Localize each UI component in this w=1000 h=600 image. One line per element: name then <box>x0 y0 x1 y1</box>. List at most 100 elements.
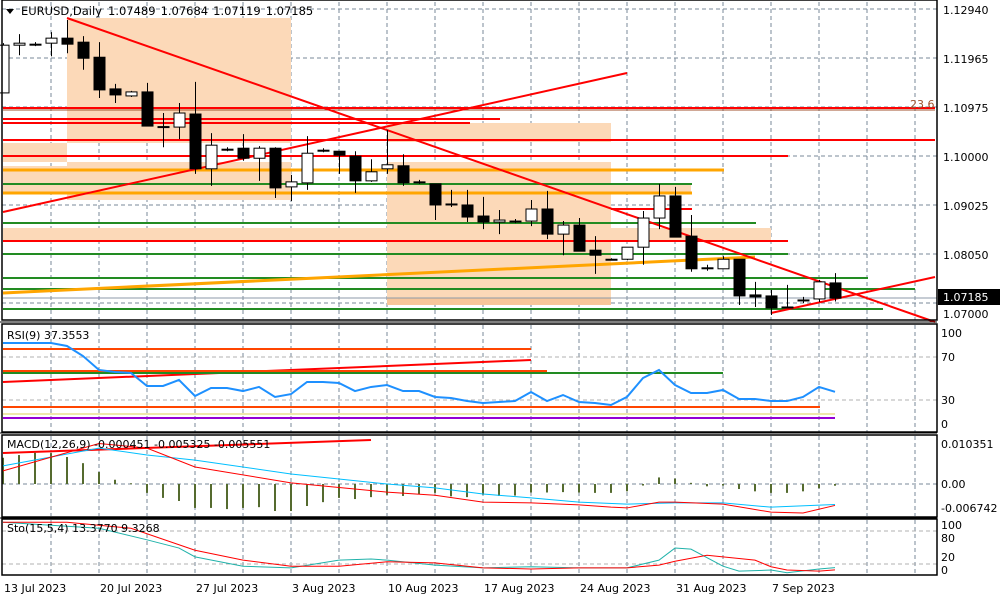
macd-histogram-bar <box>770 484 772 493</box>
bullish-candle <box>557 224 570 235</box>
zone-rectangle <box>3 228 387 240</box>
macd-histogram-bar <box>834 484 836 486</box>
macd-histogram-bar <box>722 484 724 486</box>
bullish-candle <box>413 181 426 184</box>
macd-histogram-bar <box>402 484 404 496</box>
bullish-candle <box>365 171 378 182</box>
low-value: 1.07119 <box>213 4 261 18</box>
macd-histogram-bar <box>690 482 692 484</box>
macd-histogram-bar <box>818 484 820 489</box>
macd-histogram-bar <box>418 484 420 495</box>
macd-histogram-bar <box>498 484 500 496</box>
time-tick: 20 Jul 2023 <box>100 582 162 595</box>
bearish-candle <box>541 208 554 235</box>
bullish-candle <box>205 144 218 170</box>
macd-histogram-bar <box>290 484 292 512</box>
macd-histogram-bar <box>178 484 180 501</box>
panel-border <box>1 434 938 518</box>
macd-tick: 0.00 <box>941 478 966 491</box>
rsi-tick: 100 <box>941 327 962 340</box>
bearish-candle <box>765 295 778 309</box>
triangle-down-icon[interactable] <box>6 9 14 14</box>
macd-histogram-bar <box>594 484 596 493</box>
macd-histogram-bar <box>322 484 324 503</box>
macd-histogram-bar <box>146 484 148 493</box>
zone-rectangle <box>611 184 691 193</box>
macd-histogram-bar <box>18 455 20 484</box>
macd-histogram-bar <box>610 484 612 493</box>
macd-histogram-bar <box>386 484 388 495</box>
bullish-candle <box>125 91 138 97</box>
time-axis[interactable]: 13 Jul 2023 20 Jul 2023 27 Jul 2023 3 Au… <box>4 582 835 595</box>
zone-rectangle <box>387 123 611 142</box>
price-tick: 1.09025 <box>943 200 989 213</box>
rsi-tick: 0 <box>941 418 948 431</box>
price-tick: 1.11965 <box>943 53 989 66</box>
bullish-candle <box>0 44 10 94</box>
price-axis[interactable]: 1.12940 1.11965 1.10975 1.10000 1.09025 … <box>938 4 1000 321</box>
macd-tick: -0.006742 <box>941 502 997 515</box>
bearish-candle <box>669 195 682 238</box>
open-value: 1.07489 <box>108 4 156 18</box>
bullish-candle <box>317 149 330 152</box>
time-tick: 7 Sep 2023 <box>772 582 835 595</box>
close-value: 1.07185 <box>266 4 314 18</box>
bearish-candle <box>685 235 698 270</box>
zone-rectangles <box>3 18 771 305</box>
stochastic-main-line <box>2 521 836 574</box>
macd-histogram-bar <box>562 484 564 493</box>
bullish-candle <box>381 164 394 170</box>
bullish-candle <box>445 203 458 206</box>
bullish-candle <box>717 258 730 270</box>
macd-histogram-bar <box>530 484 532 493</box>
bearish-candle <box>269 147 282 189</box>
macd-histogram-bar <box>626 484 628 492</box>
indicators <box>2 341 836 574</box>
rsi-line <box>3 341 836 407</box>
bearish-candle <box>397 165 410 184</box>
bullish-candle <box>701 267 714 270</box>
macd-histogram-bar <box>114 479 116 484</box>
bearish-candle <box>573 224 586 252</box>
sto-tick: 20 <box>941 551 955 564</box>
macd-histogram-bar <box>194 484 196 508</box>
bearish-candle <box>189 113 202 170</box>
panel-frames <box>0 0 938 576</box>
macd-histogram-bar <box>338 484 340 498</box>
bearish-candle <box>109 88 122 96</box>
macd-histogram-bar <box>802 484 804 492</box>
bullish-candle <box>13 42 26 46</box>
bullish-candle <box>493 219 506 223</box>
current-price-label: 1.07185 <box>943 291 989 304</box>
rsi-tick: 70 <box>941 351 955 364</box>
macd-histogram-bar <box>434 484 436 493</box>
downtrend-line <box>66 17 936 323</box>
bullish-candle <box>637 217 650 248</box>
bullish-candle <box>29 43 42 46</box>
macd-histogram-bar <box>738 484 740 490</box>
macd-histogram-bar <box>34 452 36 484</box>
macd-histogram-bar <box>642 484 644 486</box>
rsi-title: RSI(9) 37.3553 <box>7 329 89 342</box>
price-tick: 1.12940 <box>943 4 989 17</box>
bearish-candle <box>589 249 602 256</box>
macd-histogram-bar <box>482 484 484 495</box>
macd-histogram-bar <box>66 456 68 484</box>
macd-histogram-bar <box>82 463 84 484</box>
time-tick: 3 Aug 2023 <box>292 582 355 595</box>
bullish-candle <box>653 195 666 219</box>
bullish-candle <box>797 299 810 302</box>
bullish-candle <box>173 112 186 128</box>
symbol-label: EURUSD,Daily <box>21 4 102 18</box>
uptrend-line <box>2 72 628 213</box>
bullish-candle <box>605 258 618 261</box>
bearish-candle <box>477 215 490 223</box>
bullish-candle <box>813 281 826 300</box>
bullish-candle <box>253 147 266 159</box>
macd-histogram-bar <box>210 484 212 508</box>
macd-histogram-bar <box>354 484 356 500</box>
bearish-candle <box>749 294 762 298</box>
bearish-candle <box>429 183 442 206</box>
macd-histogram-bar <box>130 483 132 485</box>
